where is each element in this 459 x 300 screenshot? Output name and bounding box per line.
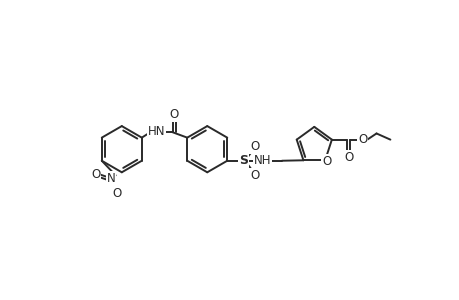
Text: N: N <box>106 172 115 185</box>
Text: O: O <box>250 169 259 182</box>
Text: O: O <box>343 151 353 164</box>
Text: NH: NH <box>253 154 271 167</box>
Text: O: O <box>169 108 179 121</box>
Text: O: O <box>91 168 100 181</box>
Text: O: O <box>112 187 122 200</box>
Text: HN: HN <box>147 125 165 138</box>
Text: O: O <box>321 154 330 168</box>
Text: O: O <box>250 140 259 153</box>
Text: S: S <box>238 154 247 167</box>
Text: O: O <box>357 133 366 146</box>
